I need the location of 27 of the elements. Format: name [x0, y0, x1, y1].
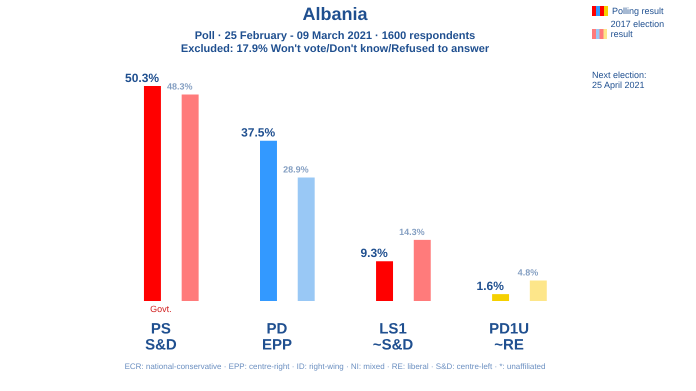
text: ECR: national-conservative · EPP: centre-right · ID: right-wing · NI: mixed · RE: liberal · S&D: centre-left · *: unaffiliated [124, 362, 546, 371]
x-tick-label: PS S&D [145, 320, 177, 354]
data-label: 37.5% [241, 126, 276, 140]
data-label: 48.3% [167, 82, 193, 92]
data-label: 28.9% [283, 164, 309, 174]
chart-title: Albania [302, 4, 368, 24]
text: Govt. [150, 304, 172, 314]
x-tick-label: PD EPP [262, 320, 292, 354]
bar [492, 294, 510, 301]
bar [376, 261, 394, 301]
data-label: 1.6% [476, 279, 504, 294]
data-label: 14.3% [399, 226, 425, 237]
data-label: 4.8% [518, 267, 538, 278]
data-label: 50.3% [125, 71, 160, 85]
bar [298, 177, 315, 301]
chart-subtitle: Poll · 25 February - 09 March 2021 · 1600 respondents Excluded: 17.9% Won't vote/Don't know/Refused to answer [180, 30, 490, 55]
bar [414, 240, 431, 301]
bar [530, 280, 547, 301]
text: Next election: 25 April 2021 [592, 70, 648, 90]
legend-label: Polling result [612, 6, 664, 16]
legend-label: 2017 election result [610, 19, 666, 39]
data-label: 9.3% [360, 246, 388, 260]
x-tick-label: PD1U ~RE [489, 320, 530, 354]
bar [144, 86, 161, 301]
bar [260, 140, 277, 301]
bar [182, 94, 199, 301]
x-tick-label: LS1 ~S&D [372, 320, 414, 354]
